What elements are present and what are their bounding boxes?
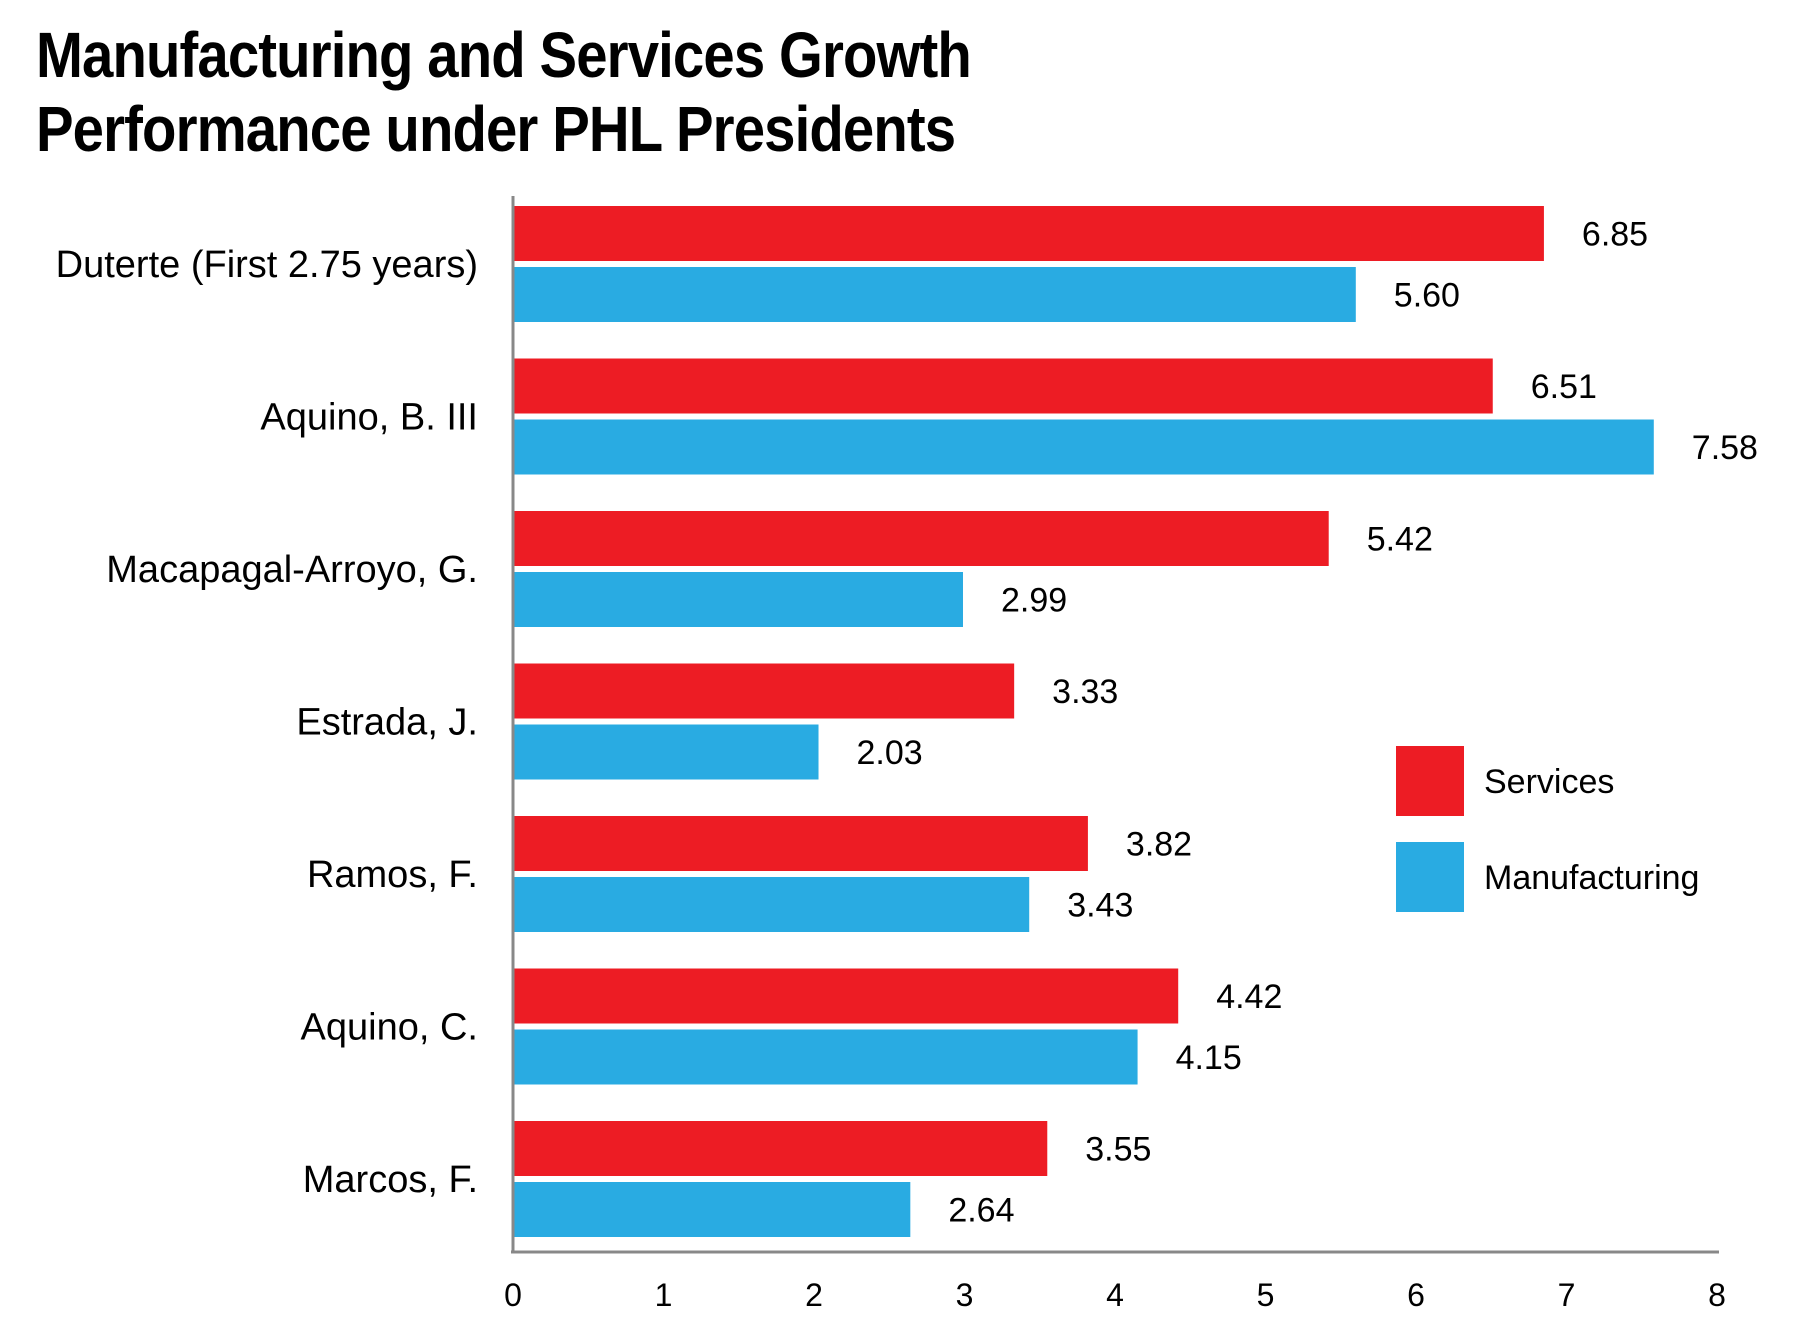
category-label: Aquino, B. III bbox=[260, 397, 478, 439]
value-labels-group: 6.85 5.60 6.51 7.58 5.42 2.99 3.33 2.03 3.82 3.43… bbox=[857, 216, 1758, 1230]
category-label: Aquino, C. bbox=[301, 1007, 478, 1049]
manufacturing-bar bbox=[513, 877, 1030, 932]
services-bar bbox=[513, 206, 1544, 261]
x-tick-label: 0 bbox=[504, 1277, 522, 1313]
services-value-label: 6.85 bbox=[1582, 216, 1648, 254]
services-legend-swatch bbox=[1396, 746, 1464, 816]
x-tick-label: 7 bbox=[1558, 1277, 1576, 1313]
manufacturing-legend-swatch bbox=[1396, 842, 1464, 912]
axes-group: 0 1 2 3 4 5 6 7 8 bbox=[504, 196, 1726, 1313]
x-tick-label: 6 bbox=[1407, 1277, 1425, 1313]
services-value-label: 4.42 bbox=[1216, 978, 1282, 1016]
category-label: Estrada, J. bbox=[296, 702, 478, 744]
manufacturing-bar bbox=[513, 1182, 911, 1237]
services-value-label: 3.55 bbox=[1085, 1131, 1151, 1169]
category-label: Marcos, F. bbox=[303, 1159, 478, 1201]
category-label: Duterte (First 2.75 years) bbox=[56, 244, 478, 286]
chart-title-line-1: Manufacturing and Services Growth bbox=[36, 19, 972, 91]
services-legend-label: Services bbox=[1484, 763, 1614, 801]
legend: Services Manufacturing bbox=[1396, 746, 1699, 912]
chart-title: Manufacturing and Services Growth Perfor… bbox=[36, 18, 1092, 166]
services-value-label: 6.51 bbox=[1531, 368, 1597, 406]
manufacturing-value-label: 3.43 bbox=[1067, 887, 1133, 925]
services-bar bbox=[513, 968, 1179, 1024]
category-label: Macapagal-Arroyo, G. bbox=[106, 549, 478, 591]
x-tick-label: 5 bbox=[1257, 1277, 1275, 1313]
x-tick-label: 4 bbox=[1106, 1277, 1124, 1313]
manufacturing-bar bbox=[513, 1029, 1138, 1085]
services-bar bbox=[513, 663, 1015, 719]
manufacturing-value-label: 7.58 bbox=[1692, 429, 1758, 467]
manufacturing-bar bbox=[513, 267, 1356, 322]
manufacturing-value-label: 5.60 bbox=[1394, 277, 1460, 315]
category-labels-group: Duterte (First 2.75 years) Aquino, B. III… bbox=[56, 244, 478, 1201]
services-value-label: 3.82 bbox=[1126, 826, 1192, 864]
chart-title-line-2: Performance under PHL Presidents bbox=[36, 93, 956, 165]
manufacturing-bar bbox=[513, 419, 1654, 475]
manufacturing-bar bbox=[513, 572, 963, 627]
x-tick-label: 8 bbox=[1708, 1277, 1726, 1313]
services-value-label: 3.33 bbox=[1052, 673, 1118, 711]
category-label: Ramos, F. bbox=[307, 854, 478, 896]
x-tick-label: 3 bbox=[956, 1277, 974, 1313]
services-value-label: 5.42 bbox=[1367, 521, 1433, 559]
x-tick-label: 2 bbox=[805, 1277, 823, 1313]
manufacturing-value-label: 2.64 bbox=[948, 1192, 1014, 1230]
services-bar bbox=[513, 816, 1088, 871]
manufacturing-legend-label: Manufacturing bbox=[1484, 859, 1699, 897]
x-tick-label: 1 bbox=[655, 1277, 673, 1313]
manufacturing-value-label: 2.03 bbox=[857, 734, 923, 772]
manufacturing-value-label: 2.99 bbox=[1001, 582, 1067, 620]
services-bar bbox=[513, 511, 1329, 566]
services-bar bbox=[513, 1121, 1048, 1176]
manufacturing-bar bbox=[513, 724, 819, 780]
manufacturing-value-label: 4.15 bbox=[1176, 1039, 1242, 1077]
bars-group bbox=[513, 206, 1654, 1237]
services-bar bbox=[513, 358, 1493, 414]
